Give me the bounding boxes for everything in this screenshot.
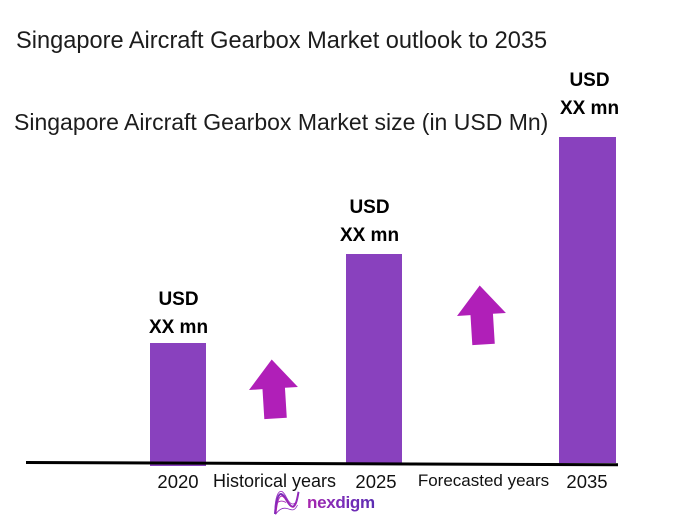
svg-text:nexdigm: nexdigm	[307, 493, 375, 512]
